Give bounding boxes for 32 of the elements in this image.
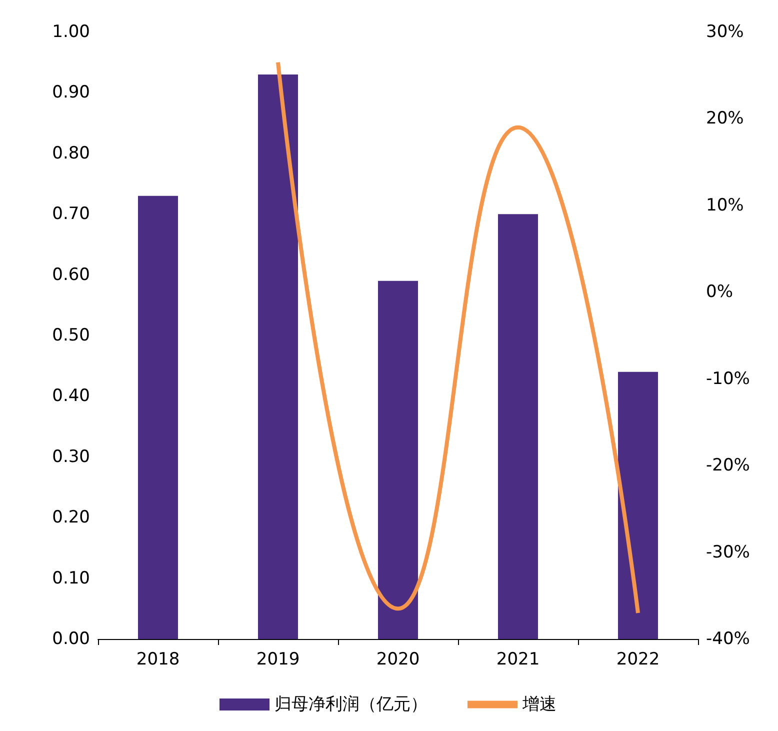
y-tick-label: 0.40: [52, 386, 90, 406]
x-tick-label: 2020: [376, 650, 420, 670]
y2-tick-label: 30%: [706, 22, 744, 42]
y-tick-label: 0.10: [52, 568, 90, 588]
x-tick-label: 2018: [136, 650, 180, 670]
y-tick-label: 0.80: [52, 143, 90, 164]
y-tick-label: 0.00: [52, 629, 90, 649]
y-tick-label: 0.60: [52, 264, 90, 285]
y2-tick-label: -20%: [706, 456, 750, 476]
x-tick-label: 2021: [496, 650, 540, 670]
y2-tick-label: 0%: [706, 282, 733, 302]
y-tick-label: 0.90: [52, 82, 90, 103]
bar: [378, 280, 418, 639]
y2-tick-label: 10%: [706, 195, 744, 216]
y-tick-label: 1.00: [52, 22, 90, 42]
y2-tick-label: -30%: [706, 542, 750, 562]
x-tick-label: 2019: [256, 650, 300, 670]
line-series: [276, 60, 640, 615]
y2-tick-label: -10%: [706, 368, 750, 389]
y-tick-label: 0.50: [52, 326, 90, 346]
legend-label: 归母净利润（亿元）: [274, 694, 428, 714]
y2-tick-label: 20%: [706, 108, 744, 129]
bar: [258, 74, 298, 639]
bar: [618, 372, 658, 639]
y2-tick-label: -40%: [706, 629, 750, 649]
legend-label: 增速: [522, 694, 556, 714]
y-tick-label: 0.70: [52, 204, 90, 224]
bar: [138, 196, 178, 639]
x-tick-label: 2022: [616, 650, 660, 670]
bar: [498, 214, 538, 639]
y-tick-label: 0.30: [52, 446, 90, 467]
y-tick-label: 0.20: [52, 508, 90, 528]
